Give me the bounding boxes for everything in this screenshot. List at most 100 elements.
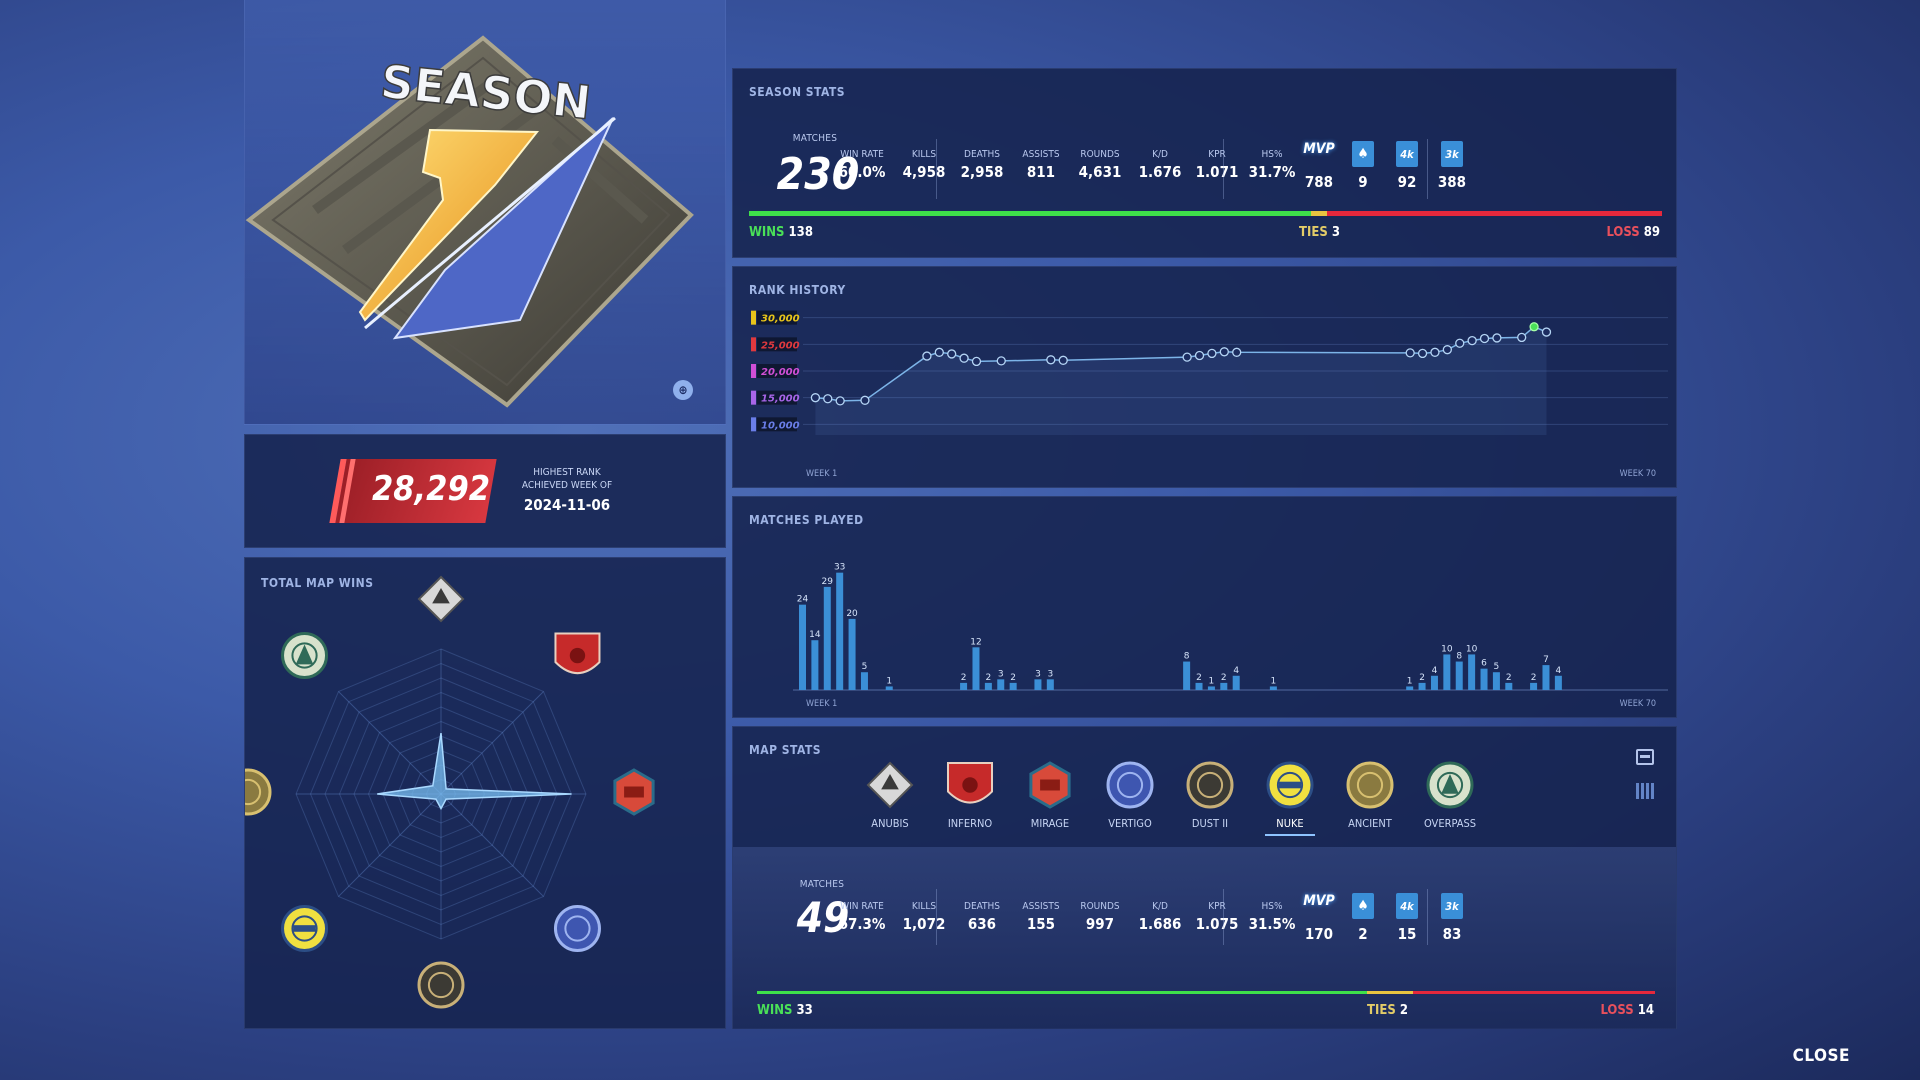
stat-value: 997 bbox=[1085, 915, 1115, 933]
tab-ancient[interactable]: ANCIENT bbox=[1335, 757, 1405, 830]
map-icon-vertigo bbox=[553, 904, 601, 952]
stat-value: 67.3% bbox=[838, 915, 886, 933]
radar-axis bbox=[338, 793, 442, 897]
season-stats-panel: SEASON STATS MATCHES 230 WIN RATE 60.0% KI… bbox=[732, 68, 1677, 258]
bar-value-label: 2 bbox=[1419, 673, 1425, 683]
matches-week-start: WEEK 1 bbox=[806, 699, 838, 709]
bar-value-label: 2 bbox=[1506, 673, 1512, 683]
ties-summary: TIES 3 bbox=[1299, 225, 1340, 240]
map-ties-label: TIES bbox=[1367, 1003, 1396, 1018]
badge-value: 92 bbox=[1397, 173, 1417, 191]
highest-rank-panel: 28,292 HIGHEST RANK ACHIEVED WEEK OF 202… bbox=[244, 434, 726, 548]
bar bbox=[1418, 682, 1426, 690]
stat-rounds: ROUNDS 4,631 bbox=[1065, 149, 1135, 181]
stat-value: 1.686 bbox=[1138, 915, 1182, 933]
map-wins-title: TOTAL MAP WINS bbox=[261, 576, 374, 590]
badge-ace: ♠ 9 bbox=[1341, 141, 1385, 191]
map-tab-icon bbox=[1426, 761, 1474, 809]
win-bar bbox=[749, 211, 1311, 216]
mvp-icon: MVP bbox=[1303, 893, 1335, 909]
stat-deaths: DEATHS 2,958 bbox=[947, 149, 1017, 181]
map-tab-label: INFERNO bbox=[947, 817, 993, 830]
rank-tick-label: 10,000 bbox=[761, 420, 800, 431]
bar-value-label: 14 bbox=[809, 630, 821, 640]
bar bbox=[1443, 654, 1451, 690]
rank-point bbox=[1541, 327, 1552, 337]
wins-value: 138 bbox=[788, 225, 813, 240]
separator bbox=[936, 889, 937, 945]
tab-vertigo[interactable]: VERTIGO bbox=[1095, 757, 1165, 830]
map-tab-label: ANCIENT bbox=[1348, 817, 1392, 830]
list-view-bar bbox=[1640, 755, 1650, 758]
radar-ring bbox=[367, 720, 515, 868]
bar bbox=[885, 686, 893, 690]
rank-point bbox=[810, 393, 821, 403]
map-tab-icon bbox=[866, 761, 914, 809]
zoom-icon[interactable]: ⊕ bbox=[673, 380, 693, 400]
radar-axis bbox=[338, 691, 442, 795]
bar-value-label: 2 bbox=[1221, 673, 1227, 683]
rank-point bbox=[1455, 338, 1465, 348]
separator bbox=[1223, 139, 1224, 199]
bar-value-label: 24 bbox=[797, 595, 809, 605]
bar bbox=[997, 679, 1005, 690]
bar-value-label: 3 bbox=[1047, 669, 1053, 679]
radar-axis bbox=[440, 793, 544, 897]
tab-mirage[interactable]: MIRAGE bbox=[1015, 757, 1085, 830]
badge-value: 2 bbox=[1358, 925, 1368, 943]
tab-dust-ii[interactable]: DUST II bbox=[1175, 757, 1245, 830]
separator bbox=[1427, 139, 1428, 199]
bar bbox=[1046, 679, 1054, 690]
mvp-icon: MVP bbox=[1303, 141, 1335, 157]
stat-label: WIN RATE bbox=[840, 901, 884, 912]
bar-value-label: 2 bbox=[961, 673, 967, 683]
rank-point bbox=[1405, 348, 1415, 358]
bar-value-label: 4 bbox=[1233, 666, 1239, 676]
map-icon-overpass bbox=[1426, 761, 1474, 809]
map-tab-icon bbox=[1266, 761, 1314, 809]
season-stats-title: SEASON STATS bbox=[749, 85, 846, 99]
close-button[interactable]: CLOSE bbox=[1792, 1046, 1850, 1066]
rank-point bbox=[1517, 332, 1527, 343]
radar-ring bbox=[411, 764, 471, 824]
map-loss-summary: LOSS 14 bbox=[1600, 1003, 1654, 1018]
badge-mvp: MVP 170 bbox=[1297, 893, 1341, 943]
badge-4k-icon: 4k bbox=[1396, 141, 1418, 167]
stat-value: 60.0% bbox=[838, 163, 886, 181]
badge-4k: 4k 92 bbox=[1385, 141, 1429, 191]
tab-overpass[interactable]: OVERPASS bbox=[1415, 757, 1485, 830]
bar bbox=[1183, 661, 1191, 690]
bar-value-label: 2 bbox=[986, 673, 992, 683]
matches-label: MATCHES bbox=[792, 133, 838, 144]
rank-tick-stripe bbox=[751, 337, 756, 352]
tab-inferno[interactable]: INFERNO bbox=[935, 757, 1005, 830]
stat-value: 31.5% bbox=[1248, 915, 1296, 933]
map-icon-mirage bbox=[1029, 761, 1071, 809]
map-icon-anubis bbox=[866, 761, 914, 809]
bar bbox=[1220, 682, 1228, 690]
rank-tick-stripe bbox=[751, 390, 756, 405]
grid-view-toggle[interactable] bbox=[1636, 783, 1654, 799]
list-view-toggle[interactable] bbox=[1636, 749, 1654, 765]
tab-anubis[interactable]: ANUBIS bbox=[855, 757, 925, 830]
bar-value-label: 7 bbox=[1543, 655, 1549, 665]
bar-value-label: 10 bbox=[1441, 644, 1453, 654]
bar-value-label: 4 bbox=[1556, 666, 1562, 676]
map-tab-label: OVERPASS bbox=[1423, 817, 1477, 830]
map-ties-value: 2 bbox=[1399, 1003, 1408, 1018]
map-icon-dust-ii bbox=[1186, 761, 1234, 809]
map-icon-nuke bbox=[1266, 761, 1314, 809]
stat-kills: KILLS 1,072 bbox=[889, 901, 959, 933]
badge-3k: 3k 83 bbox=[1430, 893, 1474, 943]
wins-label: WINS bbox=[749, 225, 785, 240]
rank-point bbox=[1417, 348, 1428, 359]
bar bbox=[1207, 686, 1215, 690]
rank-point bbox=[860, 395, 870, 405]
bar bbox=[1430, 675, 1438, 690]
rank-point bbox=[934, 347, 944, 357]
stat-win-rate: WIN RATE 67.3% bbox=[827, 901, 897, 933]
bar-value-label: 1 bbox=[886, 676, 892, 686]
map-detail-area bbox=[733, 847, 1676, 1029]
tab-nuke[interactable]: NUKE bbox=[1255, 757, 1325, 836]
wins-summary: WINS 138 bbox=[749, 225, 813, 240]
